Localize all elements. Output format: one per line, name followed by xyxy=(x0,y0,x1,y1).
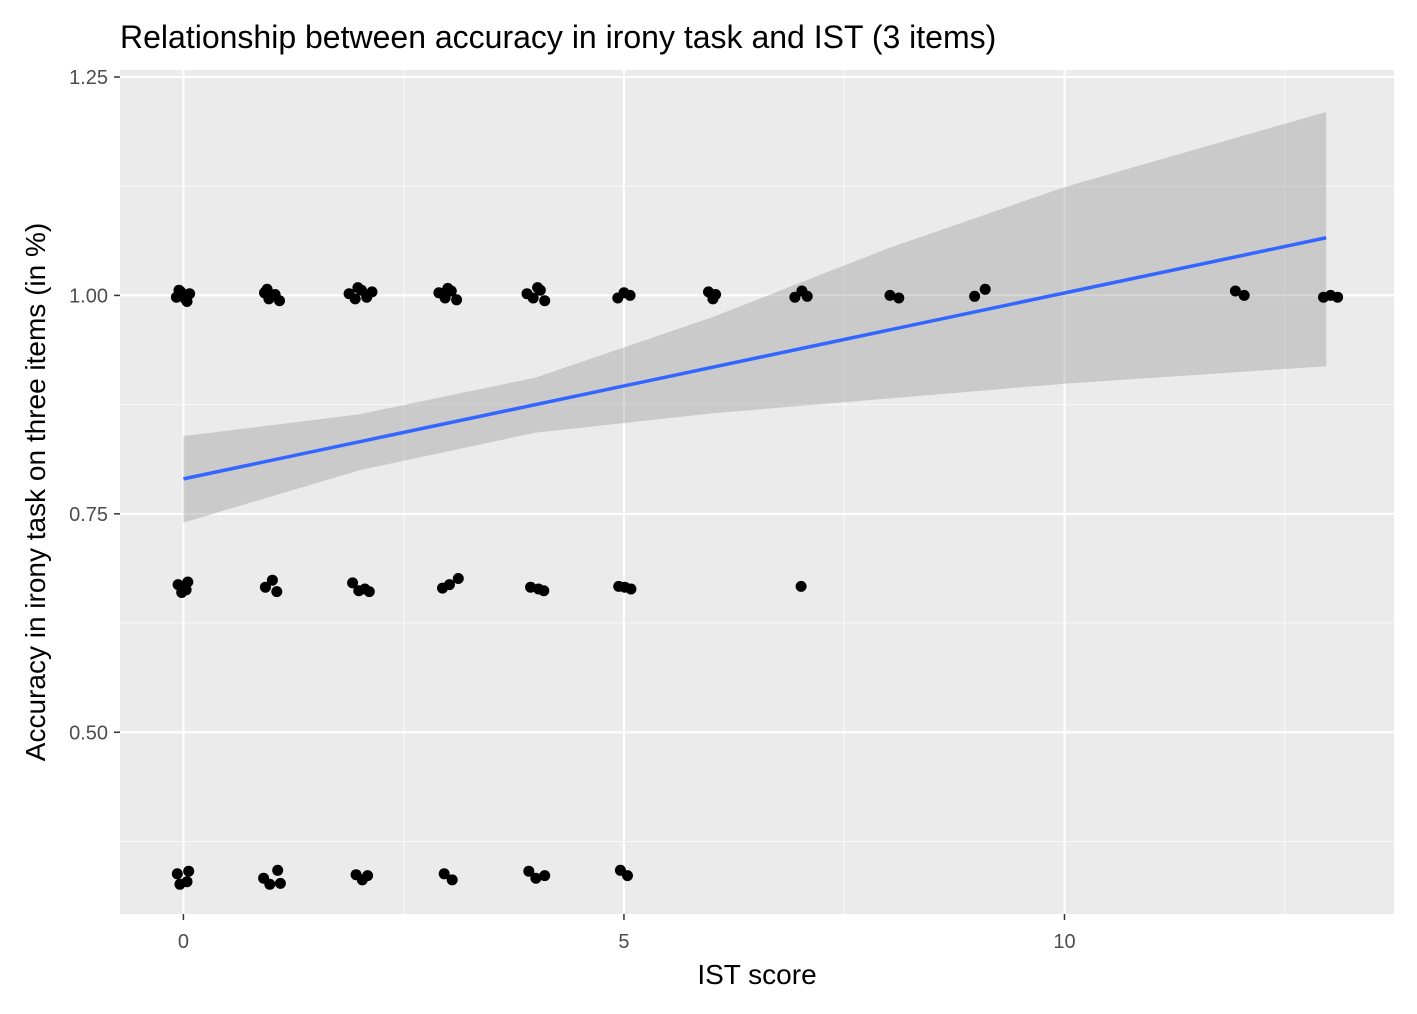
y-tick-label: 1.00 xyxy=(69,285,108,307)
data-point xyxy=(183,865,195,877)
data-point xyxy=(352,282,364,294)
x-tick-label: 5 xyxy=(618,931,629,953)
data-point xyxy=(625,583,637,595)
data-point xyxy=(530,872,542,884)
data-point xyxy=(362,870,374,882)
data-point xyxy=(174,878,186,890)
data-point xyxy=(173,284,185,296)
data-point xyxy=(363,586,375,598)
data-point xyxy=(801,290,813,302)
data-point xyxy=(795,580,807,592)
data-point xyxy=(259,581,271,593)
data-point xyxy=(451,294,463,306)
y-axis: 0.50 0.75 1.00 1.25 xyxy=(69,67,120,744)
data-point xyxy=(264,878,276,890)
data-point xyxy=(539,295,551,307)
data-point xyxy=(366,286,378,298)
data-point xyxy=(349,293,361,305)
data-point xyxy=(274,295,285,307)
x-tick-label: 10 xyxy=(1053,931,1075,953)
fit-line-layer xyxy=(183,236,1327,481)
plot-panel xyxy=(120,70,1394,914)
minor-gridlines xyxy=(120,70,1394,914)
data-point xyxy=(893,292,905,304)
data-point xyxy=(527,292,539,304)
data-point xyxy=(272,864,284,876)
data-point xyxy=(884,289,896,301)
data-point xyxy=(710,289,722,300)
data-point xyxy=(181,296,193,307)
y-tick-label: 1.25 xyxy=(69,67,108,89)
data-point xyxy=(347,577,359,589)
data-point xyxy=(539,870,551,882)
y-tick-label: 0.75 xyxy=(69,504,108,526)
y-axis-title: Accuracy in irony task on three items (i… xyxy=(20,223,51,761)
data-point xyxy=(1238,289,1250,301)
data-point xyxy=(1332,291,1344,303)
data-point xyxy=(444,579,455,591)
data-point xyxy=(624,289,636,301)
data-point xyxy=(532,282,544,294)
data-point xyxy=(438,868,450,880)
x-tick-label: 0 xyxy=(178,931,189,953)
data-point xyxy=(622,870,633,882)
points-layer xyxy=(170,282,1344,890)
data-point xyxy=(446,874,458,886)
data-point xyxy=(442,282,454,294)
data-point xyxy=(261,283,273,295)
data-point xyxy=(182,576,194,588)
chart-title: Relationship between accuracy in irony t… xyxy=(120,19,996,55)
data-point xyxy=(979,283,991,295)
data-point xyxy=(271,586,283,598)
x-axis: 0 5 10 xyxy=(178,914,1076,953)
data-point xyxy=(266,574,278,586)
data-point xyxy=(171,868,183,880)
data-point xyxy=(1229,285,1241,297)
data-point xyxy=(523,865,535,877)
data-point xyxy=(452,573,464,584)
data-point xyxy=(274,877,286,889)
data-point xyxy=(969,290,981,302)
major-gridlines xyxy=(120,70,1394,914)
fit-line xyxy=(183,236,1327,481)
x-axis-title: IST score xyxy=(697,959,816,990)
data-point xyxy=(176,587,188,598)
y-tick-label: 0.50 xyxy=(69,722,108,744)
data-point xyxy=(538,585,550,597)
